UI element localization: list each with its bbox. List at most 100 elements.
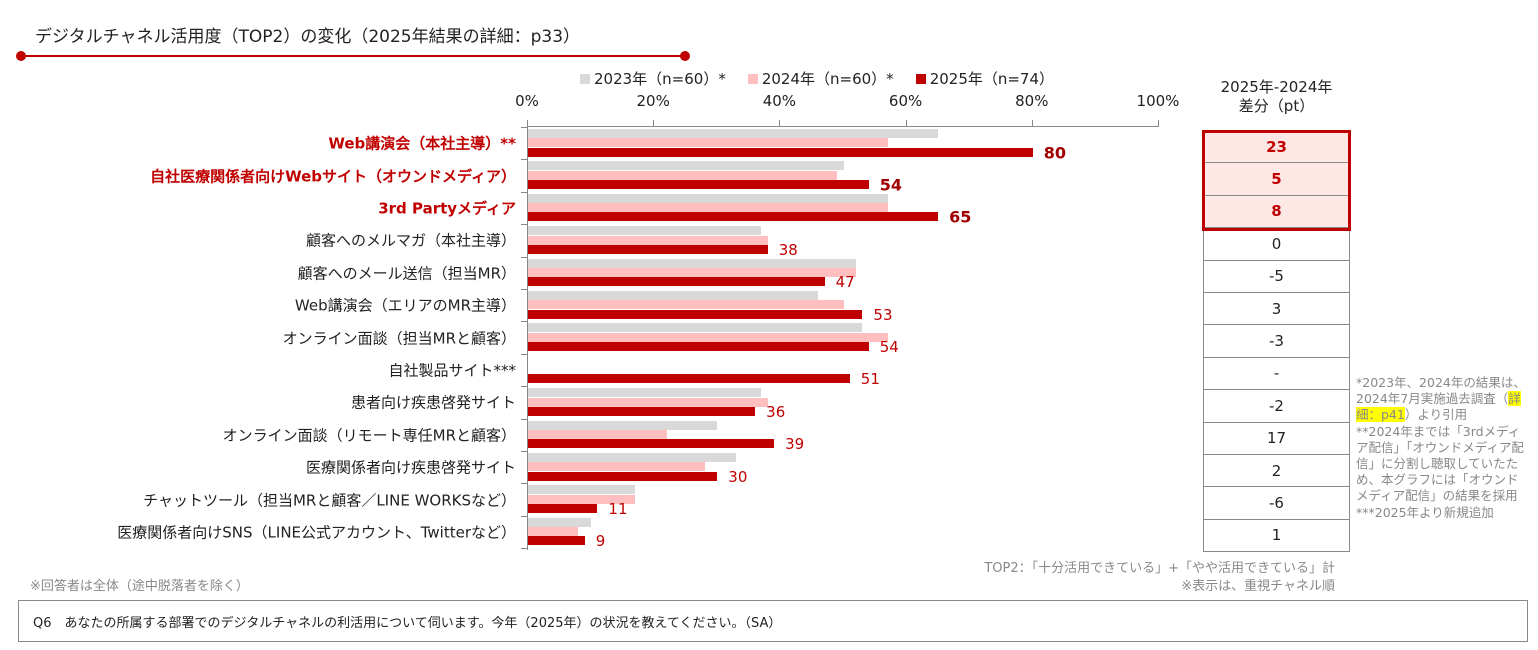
category-label: 自社医療関係者向けWebサイト（オウンドメディア） — [150, 167, 516, 186]
bar-2024 — [528, 494, 636, 504]
y-tick — [521, 159, 527, 161]
note-3: ***2025年より新規追加 — [1356, 504, 1494, 520]
category-label: 患者向け疾患啓発サイト — [350, 393, 516, 412]
question-box: Q6 あなたの所属する部署でのデジタルチャネルの利活用について伺います。今年（2… — [18, 600, 1528, 642]
diff-cell: - — [1203, 356, 1350, 391]
bar-2024 — [528, 397, 768, 407]
bar-2023 — [528, 453, 737, 462]
respondents-note: ※回答者は全体（途中脱落者を除く） — [30, 579, 249, 594]
title-underline — [20, 55, 684, 57]
note-1-text-end: ）より引用 — [1404, 407, 1468, 423]
x-tick-label: 100% — [1136, 92, 1180, 110]
diff-header-line2: 差分（pt） — [1238, 97, 1315, 115]
bar-2023 — [528, 388, 762, 398]
y-tick — [521, 483, 527, 485]
category-label: Web講演会（本社主導）** — [328, 134, 516, 153]
bar-2025 — [528, 244, 768, 254]
y-tick — [521, 451, 527, 452]
bar-2023 — [528, 420, 718, 430]
diff-cell: 1 — [1203, 518, 1350, 553]
bar-2025 — [528, 406, 756, 416]
legend-2025: 2025年（n=74） — [915, 68, 1055, 89]
category-label: チャットツール（担当MRと顧客／LINE WORKSなど） — [143, 491, 516, 510]
bar-2025 — [528, 147, 1033, 157]
x-axis-line — [527, 126, 1158, 127]
bar-2023 — [528, 193, 888, 203]
question-text: Q6 あなたの所属する部署でのデジタルチャネルの利活用について伺います。今年（2… — [33, 615, 782, 631]
y-axis-line — [527, 126, 528, 550]
category-label: 医療関係者向け疾患啓発サイト — [305, 458, 516, 477]
note-2: **2024年までは「3rdメディア配信」「オウンドメディア配信」に分割し聴取し… — [1356, 423, 1524, 504]
diff-cell: 17 — [1203, 421, 1350, 455]
category-label: 3rd Partyメディア — [378, 199, 516, 218]
bar-2025 — [528, 342, 869, 351]
diff-cell: 3 — [1203, 292, 1350, 326]
y-tick — [521, 127, 527, 128]
y-tick — [521, 289, 527, 290]
y-tick — [521, 548, 527, 550]
diff-cell: -5 — [1203, 259, 1350, 293]
data-label-2025: 11 — [608, 500, 628, 518]
bar-2024 — [528, 203, 888, 213]
category-label: 顧客へのメルマガ（本社主導） — [305, 231, 516, 250]
x-tick-label: 0% — [515, 92, 539, 110]
x-tick-label: 40% — [762, 92, 797, 110]
legend-swatch — [580, 73, 590, 84]
legend-label: 2025年（n=74） — [929, 70, 1055, 88]
y-tick — [521, 515, 527, 517]
bar-2025 — [528, 309, 863, 319]
data-label-2025: 53 — [873, 305, 893, 324]
bar-2024 — [528, 429, 667, 439]
data-label-2025: 36 — [766, 402, 786, 421]
bar-2023 — [528, 258, 857, 268]
bar-2024 — [528, 267, 857, 277]
bar-2023 — [528, 226, 762, 236]
x-tick-label: 60% — [888, 92, 923, 110]
diff-cell: 8 — [1203, 194, 1350, 229]
bar-2025 — [528, 212, 939, 222]
data-label-2025: 65 — [949, 207, 972, 227]
category-label: 医療関係者向けSNS（LINE公式アカウント、Twitterなど） — [117, 523, 516, 542]
bar-2025 — [528, 277, 825, 287]
bar-2025 — [528, 471, 718, 481]
diff-cell: 2 — [1203, 454, 1350, 488]
data-label-2025: 51 — [860, 370, 880, 389]
category-label: 顧客へのメール送信（担当MR） — [297, 264, 516, 283]
legend-label: 2024年（n=60）* — [761, 70, 894, 88]
note-1-text: *2023年、2024年の結果は、2024年7月実施過去調査（ — [1356, 375, 1526, 407]
bar-2024 — [528, 462, 705, 472]
category-label: 自社製品サイト*** — [388, 361, 516, 380]
legend-swatch — [747, 73, 758, 84]
x-tick — [1158, 120, 1159, 127]
bar-2023 — [528, 129, 939, 138]
category-label: オンライン面談（リモート専任MRと顧客） — [222, 426, 516, 445]
category-label: オンライン面談（担当MRと顧客） — [282, 329, 516, 348]
data-label-2025: 47 — [835, 273, 855, 292]
legend-2023: 2023年（n=60）* — [580, 68, 726, 89]
diff-cell: 5 — [1203, 162, 1350, 196]
bar-2025 — [528, 536, 585, 546]
order-note: ※表示は、重視チャネル順 — [1181, 579, 1335, 594]
diff-cell: -3 — [1203, 324, 1350, 358]
x-tick — [1031, 120, 1033, 127]
bar-2024 — [528, 527, 579, 537]
bar-2025 — [528, 180, 869, 189]
x-tick — [653, 120, 655, 127]
y-tick — [521, 321, 527, 323]
y-tick — [521, 191, 527, 193]
note-1: *2023年、2024年の結果は、2024年7月実施過去調査（詳細：p41）より… — [1356, 375, 1528, 424]
bar-2025 — [528, 439, 775, 449]
data-label-2025: 54 — [879, 175, 902, 195]
y-tick — [521, 353, 527, 355]
bar-2024 — [528, 235, 768, 245]
bar-2023 — [528, 323, 863, 333]
bar-2023 — [528, 291, 819, 300]
data-label-2025: 30 — [728, 467, 748, 486]
y-tick — [521, 224, 527, 226]
top2-definition: TOP2：「十分活用できている」+「やや活用できている」計 — [984, 561, 1335, 576]
y-tick — [521, 386, 527, 388]
legend-2024: 2024年（n=60）* — [747, 68, 894, 89]
bar-2023 — [528, 161, 844, 171]
data-label-2025: 80 — [1043, 143, 1067, 163]
x-tick-label: 20% — [636, 92, 670, 110]
